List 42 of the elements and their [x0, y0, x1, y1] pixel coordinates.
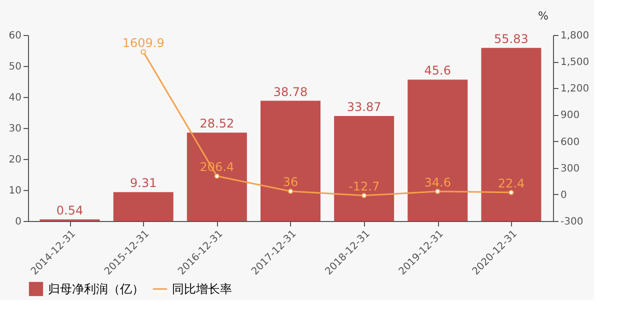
y2-tick-label: -300: [560, 216, 584, 228]
y-tick-label: 20: [8, 154, 22, 166]
y2-tick-label: 1,500: [560, 57, 590, 68]
point: [508, 190, 514, 196]
point: [214, 174, 220, 179]
y2-axis-title: %: [538, 10, 548, 22]
y-tick-label: 10: [8, 186, 22, 196]
data-label: 34.6: [424, 175, 451, 190]
data-label: 1609.9: [122, 36, 164, 50]
point: [435, 188, 440, 194]
data-label: 28.52: [200, 116, 234, 131]
y-tick-label: 40: [8, 92, 22, 104]
bar: [408, 80, 468, 221]
bar: [113, 192, 174, 221]
y-tick-label: 0: [15, 216, 22, 228]
point: [140, 49, 146, 54]
data-label: 9.31: [130, 176, 157, 190]
point: [361, 192, 367, 198]
data-label: -12.7: [348, 180, 380, 194]
y2-tick-label: 1,200: [560, 84, 590, 95]
data-label: 36: [282, 175, 298, 190]
bar: [260, 100, 320, 221]
data-label: 38.78: [273, 84, 308, 99]
y-tick-label: 50: [8, 62, 22, 72]
y-tick-label: 30: [8, 124, 22, 134]
y2-tick-label: 600: [560, 136, 580, 148]
data-label: 22.4: [498, 176, 525, 190]
bar: [186, 132, 247, 221]
data-label: 45.6: [424, 64, 451, 78]
y2-tick-label: 300: [560, 163, 580, 174]
legend-label: 归母净利润（亿）: [48, 282, 144, 296]
y2-tick-label: 900: [560, 110, 580, 122]
y-tick-label: 60: [8, 30, 22, 42]
bar: [334, 116, 394, 221]
y2-tick-label: 0: [560, 190, 567, 201]
bar: [481, 48, 542, 221]
y2-tick-label: 1,800: [560, 30, 590, 42]
data-label: 55.83: [494, 32, 528, 46]
point: [288, 188, 294, 194]
legend-label: 同比增长率: [172, 282, 232, 296]
data-label: 33.87: [346, 100, 382, 114]
data-label: 0.54: [56, 203, 84, 218]
